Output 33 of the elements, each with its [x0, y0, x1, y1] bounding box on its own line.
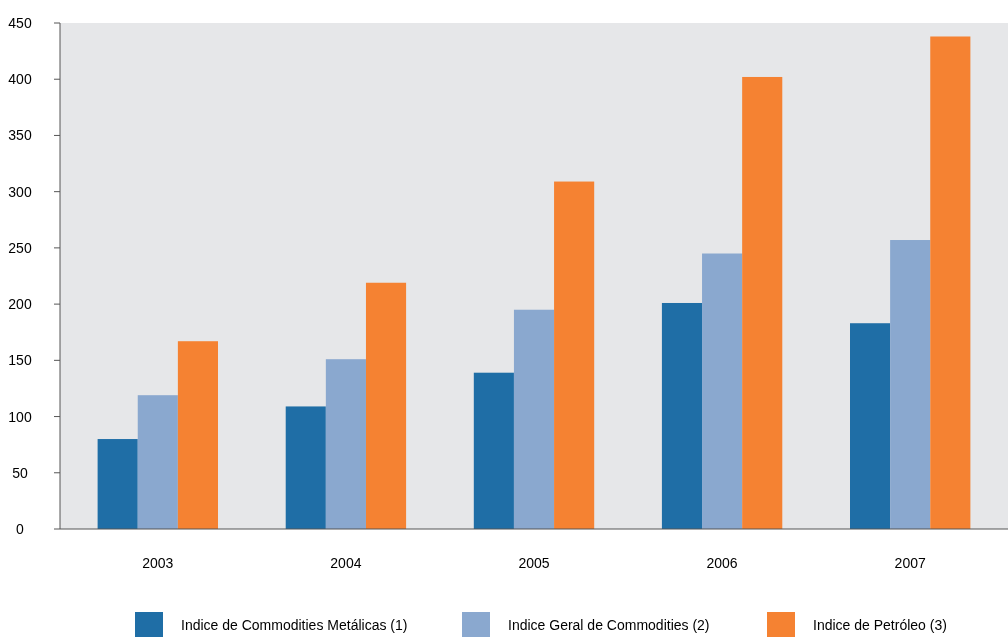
- bar: [850, 323, 891, 529]
- bar: [325, 359, 366, 529]
- bar: [930, 36, 971, 529]
- y-tick-label: 300: [8, 183, 32, 200]
- bar: [702, 253, 743, 529]
- y-tick-label: 150: [8, 352, 32, 369]
- bar: [285, 406, 326, 529]
- x-tick-label: 2007: [894, 555, 926, 571]
- x-tick-label: 2006: [706, 555, 738, 571]
- bar: [473, 372, 514, 529]
- legend-label: Indice Geral de Commodities (2): [508, 617, 710, 633]
- legend-label: Indice de Petróleo (3): [813, 617, 947, 633]
- legend-label: Indice de Commodities Metálicas (1): [181, 617, 408, 633]
- bar: [661, 302, 703, 529]
- bar: [554, 181, 595, 529]
- x-tick-label: 2005: [518, 555, 550, 571]
- bar: [97, 439, 138, 529]
- y-tick-label: 450: [8, 15, 32, 31]
- bar: [177, 341, 218, 529]
- y-tick-label: 200: [8, 296, 32, 313]
- x-tick-label: 2003: [142, 555, 174, 571]
- x-tick-label: 2004: [330, 555, 362, 571]
- bar: [513, 309, 555, 529]
- y-tick-label: 250: [8, 239, 32, 256]
- y-tick-label: 100: [8, 408, 32, 425]
- bar: [365, 282, 407, 529]
- y-tick-label: 350: [8, 127, 32, 144]
- bar: [742, 76, 783, 529]
- bar: [890, 240, 931, 529]
- y-tick-label: 400: [8, 71, 32, 88]
- y-tick-label: 0: [16, 521, 25, 537]
- bar: [137, 395, 178, 529]
- y-tick-label: 50: [12, 464, 28, 481]
